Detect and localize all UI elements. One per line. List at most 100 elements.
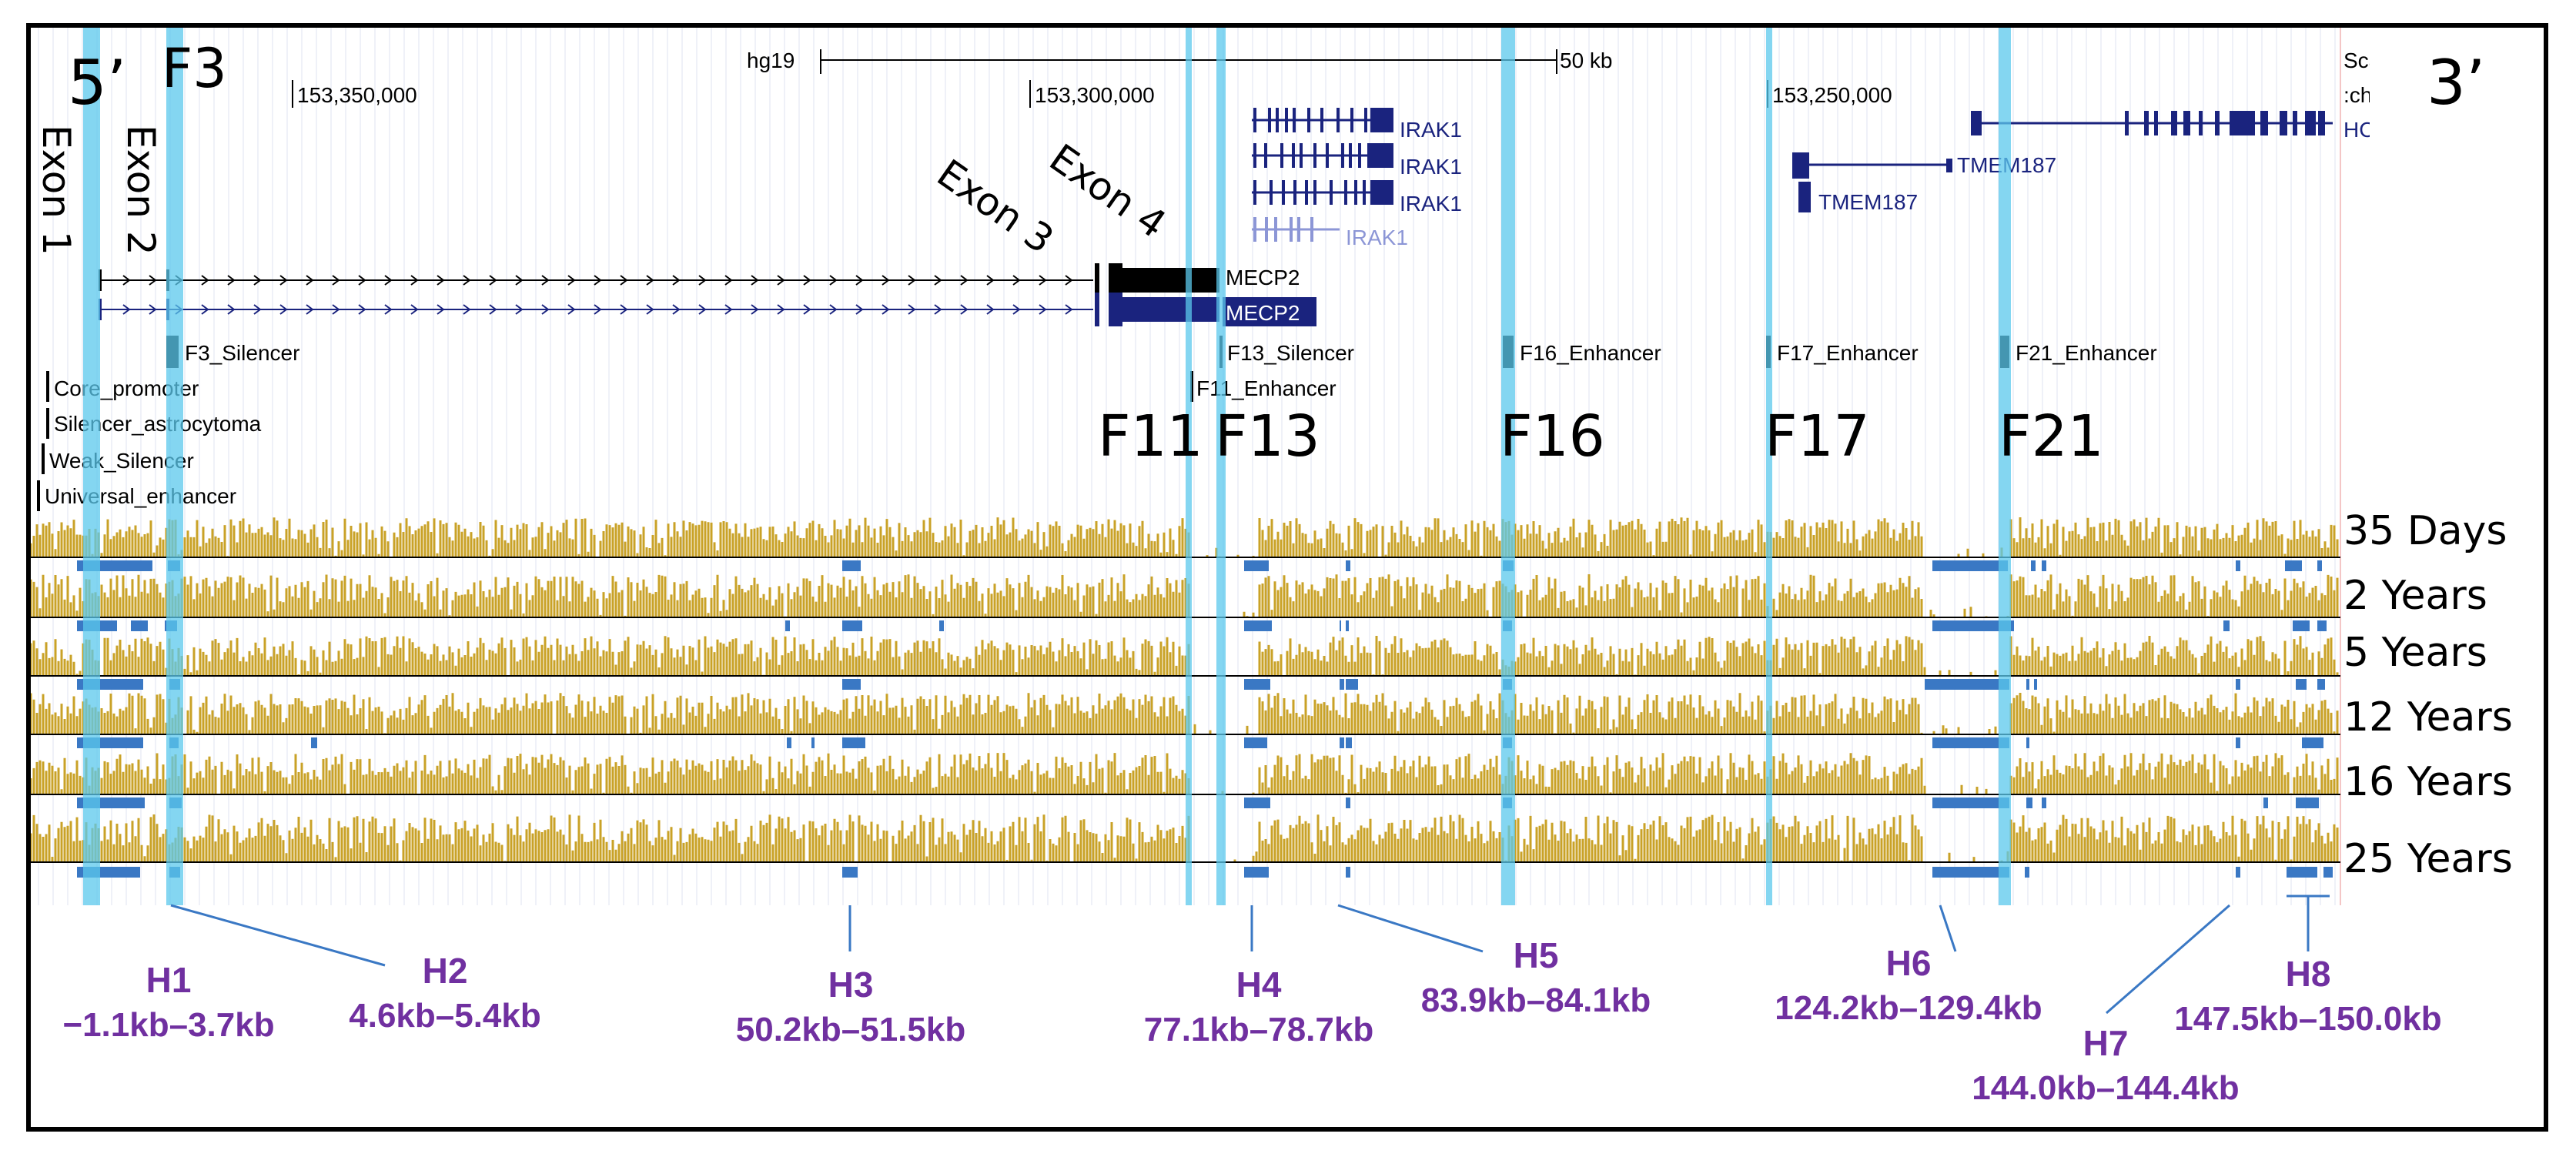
gene-exon: [1354, 180, 1357, 205]
track-label: 16 Years: [2343, 759, 2513, 805]
coord-label: 153,350,000: [297, 83, 417, 107]
gene-exon: [1109, 293, 1122, 326]
peak-block: [1346, 867, 1350, 878]
strand-arrow: [1039, 275, 1047, 286]
peak-block: [2236, 737, 2240, 748]
three-prime-label: 3’: [2427, 47, 2486, 119]
gene-exon: [1320, 108, 1323, 132]
gene-exon: [2154, 111, 2158, 135]
region-annotation-h8: H8 147.5kb–150.0kb: [2146, 956, 2470, 1036]
region-name: H4: [1236, 965, 1282, 1005]
strand-arrow: [410, 304, 419, 315]
strand-arrow: [541, 275, 550, 286]
fragment-label-f13: F13: [1215, 403, 1320, 470]
gene-label-irak1: IRAK1: [1400, 155, 1462, 179]
gene-exon: [2171, 111, 2177, 135]
peak-block: [1244, 798, 1270, 808]
gene-label-irak1: IRAK1: [1400, 118, 1462, 142]
feature-label: F13_Silencer: [1227, 341, 1354, 365]
fragment-label-f11: F11: [1098, 403, 1203, 470]
strand-arrow: [358, 275, 366, 286]
strand-arrow: [515, 275, 524, 286]
peak-block: [1932, 867, 2009, 878]
leader-line-h5: [1337, 904, 1484, 953]
gene-exon: [2305, 111, 2316, 135]
gene-exon: [1285, 108, 1288, 132]
gene-exon: [1290, 217, 1293, 242]
gene-label-irak1: IRAK1: [1346, 226, 1408, 249]
grid-lines: [38, 28, 2336, 905]
region-name: H7: [2083, 1023, 2129, 1063]
peak-block: [2031, 560, 2036, 571]
gene-label-irak1: IRAK1: [1400, 192, 1462, 216]
strand-arrow: [279, 275, 288, 286]
feature-universal-enhancer: [37, 480, 40, 511]
gene-exon: [1330, 180, 1333, 205]
strand-arrow: [541, 304, 550, 315]
peak-block: [1932, 560, 2008, 571]
gene-exon: [2199, 111, 2203, 135]
peak-block: [1925, 679, 2009, 690]
scale-bar-label: 50 kb: [1560, 48, 1613, 72]
peak-block: [2263, 798, 2268, 808]
strand-arrow: [882, 304, 890, 315]
strand-arrow: [908, 275, 916, 286]
peak-block: [1932, 798, 2009, 808]
gene-exon: [1337, 108, 1340, 132]
gene-exon: [1095, 293, 1099, 326]
strand-arrow: [855, 304, 864, 315]
gene-exon: [1293, 180, 1296, 205]
gene-exon: [1265, 217, 1268, 242]
peak-block: [1340, 737, 1344, 748]
gene-exon: [1313, 180, 1316, 205]
peak-block: [1244, 679, 1270, 690]
strand-arrow: [672, 304, 681, 315]
highlight-column: [1186, 28, 1192, 905]
peak-block: [311, 737, 317, 748]
gene-exon: [1268, 108, 1271, 132]
strand-arrow: [463, 275, 471, 286]
gene-exon: [1350, 108, 1353, 132]
peak-block: [1932, 620, 2014, 631]
track-label: 25 Years: [2343, 836, 2513, 882]
strand-arrow: [149, 304, 157, 315]
peak-block: [1346, 620, 1349, 631]
strand-arrow: [1012, 275, 1021, 286]
coverage-track: [31, 574, 2339, 617]
region-annotation-h6: H6 124.2kb–129.4kb: [1751, 945, 2066, 1025]
gene-exon: [1253, 180, 1256, 205]
highlight-column: [1216, 28, 1226, 905]
peak-block: [2323, 867, 2333, 878]
gene-exon: [1095, 263, 1099, 297]
region-range: 50.2kb–51.5kb: [735, 1011, 966, 1048]
gene-exon: [1297, 217, 1300, 242]
gene-exon: [1109, 263, 1122, 297]
strand-arrow: [437, 304, 445, 315]
region-name: H3: [828, 965, 874, 1005]
gene-exon: [1358, 143, 1361, 168]
gene-exon: [2215, 111, 2220, 135]
region-range: 77.1kb–78.7kb: [1143, 1011, 1374, 1048]
gene-exon: [1253, 143, 1256, 168]
track-label: 12 Years: [2343, 694, 2513, 741]
strand-arrow: [437, 275, 445, 286]
peak-block: [2302, 737, 2323, 748]
chrom-label: :chrX: [2343, 83, 2370, 107]
peak-block: [842, 679, 861, 690]
gene-exon: [1326, 143, 1329, 168]
gene-exon: [1370, 108, 1393, 132]
strand-arrow: [777, 275, 785, 286]
peak-block: [2042, 798, 2046, 808]
peak-block: [1244, 737, 1267, 748]
peak-block: [842, 620, 862, 631]
leader-line-h6: [1939, 905, 1957, 952]
gene-exon: [2144, 111, 2149, 135]
strand-arrow: [279, 304, 288, 315]
strand-arrow: [201, 275, 209, 286]
strand-arrow: [646, 275, 654, 286]
strand-arrow: [672, 275, 681, 286]
region-name: H6: [1885, 943, 1932, 983]
strand-arrow: [803, 275, 811, 286]
peak-block: [2317, 620, 2327, 631]
